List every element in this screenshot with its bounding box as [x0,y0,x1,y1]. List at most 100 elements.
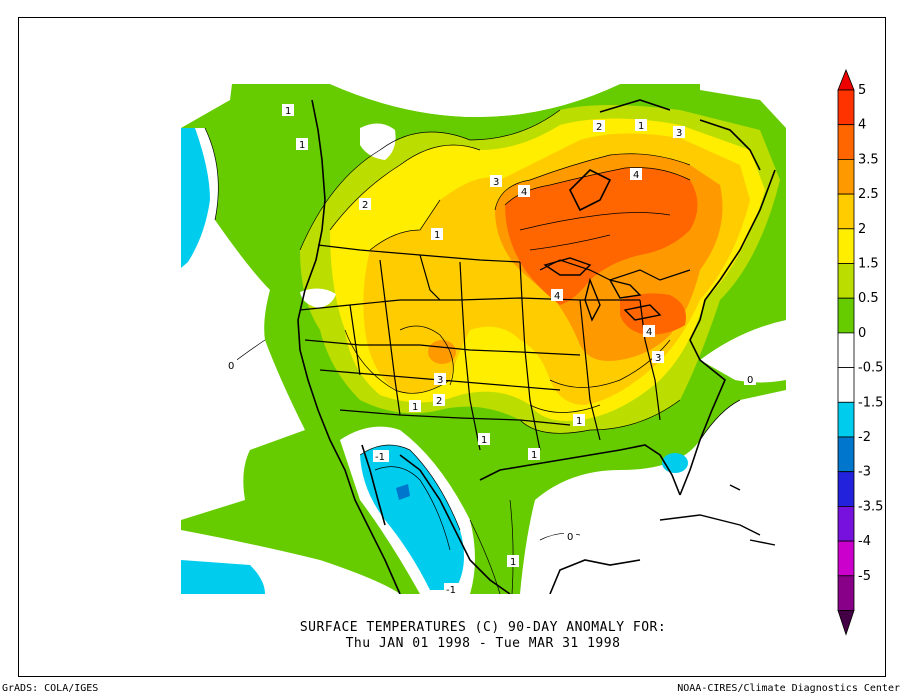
contour-label: 3 [434,373,446,386]
state-borders [299,244,691,451]
colorbar-swatch [837,540,855,577]
colorbar-label: -2 [858,430,871,445]
great-lakes [543,257,662,322]
caribbean-islands [659,484,776,546]
map-title: SURFACE TEMPERATURES (C) 90-DAY ANOMALY … [299,620,667,635]
footer-credit-right: NOAA-CIRES/Climate Diagnostics Center [677,683,900,694]
contour-label: 0 [225,359,237,372]
colorbar-swatch [837,436,855,473]
contour-label: 1 [431,228,443,241]
svg-text:0: 0 [747,375,753,386]
contour-label: 2 [433,394,445,407]
colorbar-swatch [837,89,855,126]
colorbar-label: -4 [858,534,871,549]
contour-label: 1 [282,104,294,117]
colorbar-swatch [837,124,855,160]
svg-text:-1: -1 [446,585,456,596]
svg-text:4: 4 [633,170,639,181]
plains-white-blob [300,288,336,308]
svg-text:1: 1 [299,140,305,151]
pacific-south-cold [181,560,265,594]
colorbar-label: -0.5 [858,361,883,376]
contour-label: 1 [635,119,647,132]
contour-label: 2 [359,198,371,211]
svg-text:4: 4 [554,291,560,302]
contour-label: 3 [673,126,685,139]
colorbar-swatch [837,401,855,438]
contour-label: 1 [296,138,308,151]
colorbar-label: 0.5 [858,291,879,306]
contour-label: 1 [573,414,585,427]
contour-label: 2 [593,120,605,133]
colorbar-swatch [837,471,855,507]
contour-label: 3 [652,351,664,364]
mexico-colder-core [396,484,410,500]
svg-text:1: 1 [576,416,582,427]
svg-text:3: 3 [655,353,661,364]
svg-text:2: 2 [436,396,442,407]
colorbar-top-cap [837,68,855,91]
colorbar-label: -5 [858,569,871,584]
contour-label: 1 [507,555,519,568]
contour-label: 0 [564,530,576,543]
svg-text:2: 2 [362,200,368,211]
colorbar-label: 2 [858,222,866,237]
contour-label: -1 [373,450,389,463]
colorbar-swatch [837,332,855,368]
colorbar-label: -1.5 [858,395,883,410]
svg-text:1: 1 [412,402,418,413]
svg-text:1: 1 [481,435,487,446]
atlantic-neutral-area [700,320,786,383]
coastlines [297,99,776,594]
colorbar-label: 4 [858,118,866,133]
plot-frame [18,17,886,677]
svg-text:-1: -1 [375,452,385,463]
contour-label: 0 [744,373,756,386]
colorbar-bottom-cap [837,610,855,636]
svg-text:3: 3 [437,375,443,386]
colorbar: 5 4 3.5 2.5 2 1.5 0.5 0 -0.5 -1.5 -2 -3 -3.5 -4 -5 [837,68,883,636]
colorado-warm-spot [428,340,456,364]
svg-text:1: 1 [510,557,516,568]
band-4-east [620,293,686,335]
florida-cold-spot [662,453,688,473]
contour-label: 4 [643,325,655,338]
svg-text:1: 1 [531,450,537,461]
contour-label-group: 1 1 1 2 1 2 3 3 4 4 4 4 3 3 2 1 1 1 1 0 … [225,104,756,596]
arctic-neutral-area [330,84,620,117]
contour-label: 4 [518,185,530,198]
gulf-neutral-area [520,390,786,594]
contour-label: 4 [551,289,563,302]
contour-label: 1 [478,433,490,446]
svg-text:0: 0 [567,532,573,543]
colorbar-label: 3.5 [858,152,879,167]
contour-label: -1 [444,583,460,596]
footer-credit-left: GrADS: COLA/IGES [2,683,99,694]
colorbar-label: 5 [858,83,866,98]
colorbar-swatch [837,263,855,299]
mexico-cold-area [360,445,464,590]
colorbar-swatch [837,505,855,542]
colorbar-swatch [837,297,855,334]
svg-text:2: 2 [596,122,602,133]
colorbar-swatch [837,193,855,230]
contour-label: 3 [490,175,502,188]
colorbar-swatch [837,228,855,264]
colorbar-label: 2.5 [858,187,879,202]
colorbar-label: -3 [858,465,871,480]
svg-text:0: 0 [228,361,234,372]
contour-label: 1 [528,448,540,461]
contour-label: 4 [630,168,642,181]
map-date-range: Thu JAN 01 1998 - Tue MAR 31 1998 [345,636,621,651]
svg-text:4: 4 [646,327,652,338]
pacific-cold-patch [181,128,210,268]
colorbar-swatch [837,158,855,195]
colorbar-swatch [837,367,855,403]
svg-text:1: 1 [638,121,644,132]
svg-text:1: 1 [434,230,440,241]
colorbar-swatch [837,575,855,611]
svg-text:3: 3 [493,177,499,188]
contour-label: 1 [409,400,421,413]
colorbar-label: 1.5 [858,257,879,272]
